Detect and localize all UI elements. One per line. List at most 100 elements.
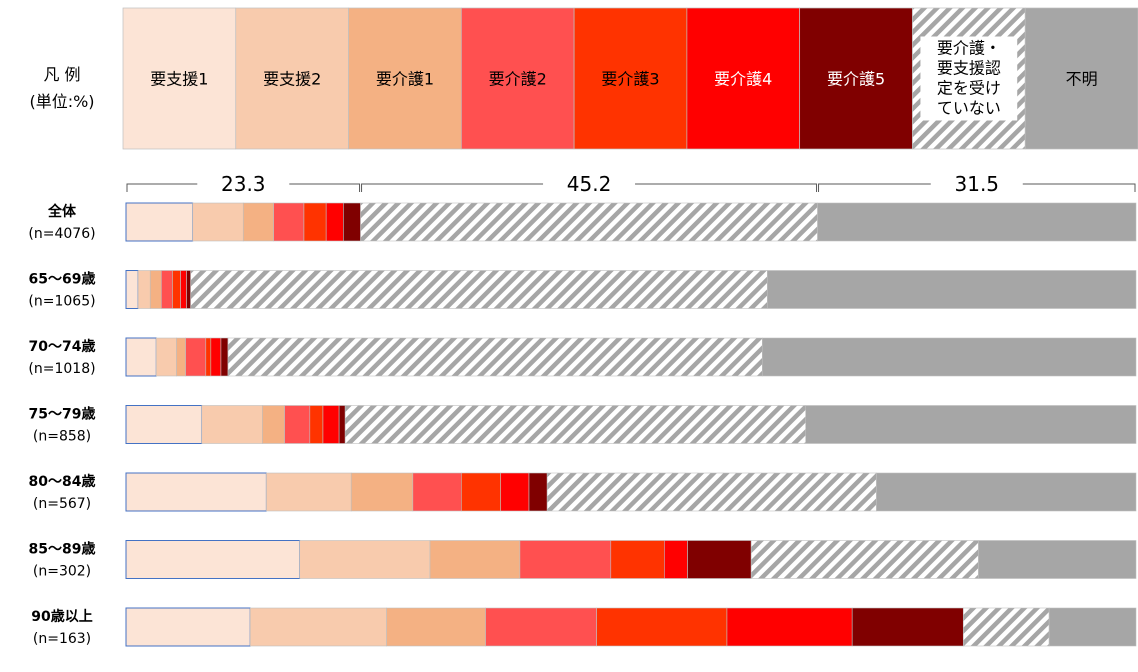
total-brackets: 23.3 45.2 31.5 xyxy=(126,172,1136,196)
bar-segment-k4 xyxy=(180,270,187,309)
bar-segment-s1 xyxy=(125,337,157,377)
bar-segment-s2 xyxy=(137,270,151,309)
row-n-label: (n=567) xyxy=(33,496,91,512)
legend-label-none: 要支援認 xyxy=(937,59,1001,78)
bar-segment-unknown xyxy=(761,337,1137,377)
legend-label-none: 要介護・ xyxy=(937,39,1001,58)
legend-unit: (単位:%) xyxy=(29,92,94,111)
row-label: 70〜74歳 xyxy=(29,338,96,355)
bar-segment-s2 xyxy=(192,202,244,242)
bar-segment-k3 xyxy=(596,607,728,647)
row-label: 65〜69歳 xyxy=(29,271,96,288)
legend-label-none: ていない xyxy=(937,99,1001,118)
bar-segment-none xyxy=(962,607,1050,647)
bar-segment-k2 xyxy=(519,540,612,579)
legend-label-s1: 要支援1 xyxy=(150,70,208,89)
bar-segment-k1 xyxy=(429,540,521,579)
bar-segment-none xyxy=(546,472,877,512)
row-4: 80〜84歳 (n=567) xyxy=(29,472,1137,512)
row-6: 90歳以上 (n=163) xyxy=(31,607,1137,647)
bar-segment-s1 xyxy=(125,607,251,647)
legend: 要支援1 要支援2 要介護1 要介護2 要介護3 要介護4 要介護5 要介護・要支援認定を受け… xyxy=(122,7,1138,150)
bar-segment-k5 xyxy=(528,472,548,512)
bar-segment-k1 xyxy=(176,337,186,377)
bar-segment-k4 xyxy=(325,202,344,242)
legend-label-none: 定を受け xyxy=(937,79,1001,98)
bar-segment-k2 xyxy=(273,202,305,242)
legend-swatch-k5 xyxy=(799,7,913,150)
bar-segment-k2 xyxy=(485,607,597,647)
bracket-value: 23.3 xyxy=(221,172,266,196)
bar-segment-s2 xyxy=(201,405,263,444)
bar-segment-s1 xyxy=(125,405,203,444)
bar-segment-none xyxy=(360,202,818,242)
bar-segment-s2 xyxy=(156,337,177,377)
bar-segment-s1 xyxy=(125,270,139,309)
bar-segment-none xyxy=(190,270,768,309)
legend-label-s2: 要支援2 xyxy=(263,70,321,89)
bar-segment-k5 xyxy=(687,540,752,579)
bar-segment-k5 xyxy=(186,270,191,309)
row-label: 85〜89歳 xyxy=(29,541,96,558)
bar-segment-unknown xyxy=(805,405,1137,444)
legend-label-backing xyxy=(920,36,1018,121)
row-3: 75〜79歳 (n=858) xyxy=(29,405,1137,445)
legend-label-k1: 要介護1 xyxy=(376,70,434,89)
legend-label-k2: 要介護2 xyxy=(489,70,547,89)
row-n-label: (n=163) xyxy=(33,631,91,647)
legend-swatch-s2 xyxy=(235,7,349,150)
bar-segment-s2 xyxy=(249,607,387,647)
bar-segment-k3 xyxy=(205,337,212,377)
bracket-line xyxy=(361,183,818,192)
row-label: 90歳以上 xyxy=(31,608,92,625)
bar-segment-k3 xyxy=(303,202,327,242)
bar-segment-k4 xyxy=(664,540,688,579)
bracket-line xyxy=(818,183,1136,192)
bar-segment-k5 xyxy=(851,607,964,647)
bar-segment-k2 xyxy=(412,472,462,512)
chart-rows: 全体 (n=4076) 65〜69歳 (n=1065) 70〜74歳 (n=1018) 75… xyxy=(28,202,1137,647)
bar-segment-k5 xyxy=(220,337,229,377)
bar-segment-k2 xyxy=(185,337,207,377)
bar-segment-k5 xyxy=(338,405,346,444)
bar-segment-k5 xyxy=(343,202,361,242)
bar-segment-k1 xyxy=(262,405,285,444)
legend-swatch-unknown xyxy=(1024,7,1138,150)
bar-segment-k2 xyxy=(161,270,173,309)
bar-segment-k1 xyxy=(149,270,162,309)
row-n-label: (n=1065) xyxy=(28,294,95,310)
legend-swatch-k2 xyxy=(460,7,575,150)
bar-segment-unknown xyxy=(817,202,1137,242)
bar-segment-k1 xyxy=(386,607,486,647)
row-n-label: (n=302) xyxy=(33,564,91,580)
bar-segment-none xyxy=(750,540,979,579)
legend-label-k4: 要介護4 xyxy=(714,70,772,89)
legend-swatch-k1 xyxy=(348,7,462,150)
row-0: 全体 (n=4076) xyxy=(28,202,1137,242)
bar-segment-none xyxy=(344,405,807,444)
bar-segment-k1 xyxy=(350,472,414,512)
bar-segment-k3 xyxy=(309,405,324,444)
row-n-label: (n=4076) xyxy=(28,226,95,242)
bar-segment-unknown xyxy=(767,270,1137,309)
bar-segment-k4 xyxy=(500,472,530,512)
bar-segment-s1 xyxy=(125,202,194,242)
bar-segment-k1 xyxy=(242,202,274,242)
legend-title: 凡 例 xyxy=(43,65,80,84)
bar-segment-unknown xyxy=(876,472,1137,512)
bar-segment-s2 xyxy=(266,472,352,512)
bracket-line xyxy=(126,183,361,192)
bar-segment-unknown xyxy=(978,540,1137,579)
legend-label-k3: 要介護3 xyxy=(601,70,659,89)
bar-segment-k3 xyxy=(172,270,181,309)
row-label: 全体 xyxy=(47,203,77,220)
legend-swatch-k4 xyxy=(686,7,801,150)
bar-segment-s2 xyxy=(299,540,431,579)
bracket-value: 31.5 xyxy=(955,172,1000,196)
bracket-value: 45.2 xyxy=(567,172,612,196)
row-1: 65〜69歳 (n=1065) xyxy=(28,270,1137,310)
bar-segment-unknown xyxy=(1048,607,1137,647)
row-2: 70〜74歳 (n=1018) xyxy=(28,337,1137,377)
row-n-label: (n=1018) xyxy=(28,361,95,377)
legend-label-unknown: 不明 xyxy=(1066,70,1098,89)
